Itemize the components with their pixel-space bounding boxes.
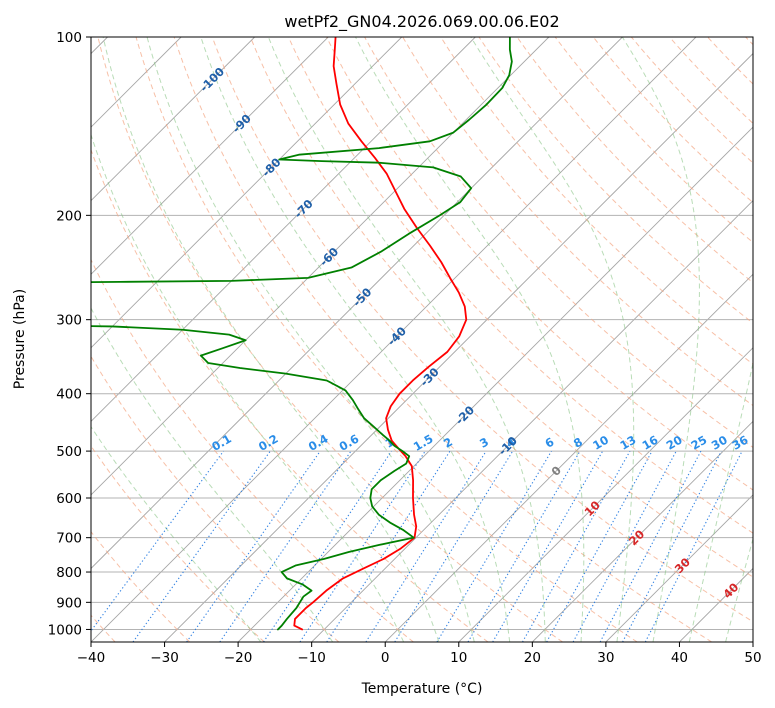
- isotherm-line: [532, 420, 753, 642]
- x-tick-label: 40: [671, 650, 688, 666]
- moist-adiabat-line: [146, 37, 475, 642]
- moist-adiabat-line: [621, 37, 700, 642]
- y-axis-ticks: 1000 900 800 700 600 500 400 300 200 100: [48, 30, 91, 638]
- y-axis-label: Pressure (hPa): [12, 289, 28, 389]
- dry-adiabat-line: [91, 355, 340, 642]
- x-tick-label: 20: [524, 650, 541, 666]
- isotherm-line: [91, 37, 697, 642]
- moist-adiabat-line: [355, 37, 585, 642]
- isotherm-line: [311, 200, 753, 642]
- dry-adiabat-line: [249, 37, 753, 578]
- isotherm-line: [458, 347, 753, 642]
- isotherm-line: [91, 37, 329, 275]
- x-tick-label: 50: [744, 650, 761, 666]
- y-tick-label: 300: [56, 313, 82, 329]
- y-tick-label: 500: [56, 444, 82, 460]
- mixing-ratio-line: [622, 450, 722, 642]
- mixing-ratio-line: [521, 450, 631, 642]
- dry-adiabat-line: [91, 445, 265, 642]
- dry-adiabat-line: [478, 37, 753, 324]
- isotherm-line: [605, 494, 753, 642]
- dewpoint-profile-line: [91, 37, 513, 631]
- moist-adiabat-line: [91, 425, 262, 642]
- chart-title: wetPf2_GN04.2026.069.00.06.E02: [284, 12, 559, 32]
- moist-adiabat-line: [470, 37, 635, 642]
- mixing-ratio-line: [326, 450, 451, 642]
- isotherm-line: [91, 37, 255, 202]
- dry-adiabat-line: [173, 37, 713, 642]
- plot-layer: 0.1 0.2 0.4 0.6 1 1.5 2 3 4 6 8 10 13 16 20 25 30 36-100-…: [91, 37, 753, 642]
- mixing-ratio-line: [91, 450, 224, 632]
- mixing-ratio-line: [263, 450, 392, 642]
- mixing-ratio-lines: [91, 450, 743, 642]
- dry-adiabat-line: [364, 37, 753, 449]
- isotherm-line: [91, 37, 403, 349]
- mixing-ratio-line: [219, 450, 352, 642]
- mixing-ratio-label: 25: [688, 433, 709, 453]
- y-tick-label: 1000: [48, 622, 82, 638]
- isotherm-line: [164, 52, 753, 642]
- sounding-series: [91, 37, 513, 631]
- mixing-ratio-line: [644, 450, 743, 642]
- x-tick-label: 30: [597, 650, 614, 666]
- mixing-ratio-line: [394, 450, 514, 642]
- x-tick-label: −10: [297, 650, 326, 666]
- plot-area-background: [91, 37, 753, 642]
- mixing-ratio-label: 16: [640, 433, 661, 453]
- x-tick-label: −40: [77, 650, 106, 666]
- mixing-ratio-label: 10: [590, 433, 611, 453]
- mixing-ratio-line: [599, 450, 702, 642]
- mixing-ratio-line: [365, 450, 487, 642]
- isotherm-lines: [91, 37, 753, 642]
- y-tick-label: 800: [56, 565, 82, 581]
- plot-frame: [90, 36, 754, 643]
- mixing-ratio-line: [299, 450, 426, 642]
- moist-adiabat-line: [91, 133, 405, 642]
- y-tick-label: 600: [56, 491, 82, 507]
- isotherm-line: [384, 273, 753, 642]
- mixing-ratio-line: [572, 450, 677, 642]
- x-tick-label: −30: [150, 650, 179, 666]
- isotherm-line: [91, 37, 623, 570]
- y-tick-label: 700: [56, 531, 82, 547]
- x-tick-label: −20: [224, 650, 253, 666]
- moist-adiabat-line: [725, 537, 753, 642]
- x-tick-label: 10: [450, 650, 467, 666]
- mixing-ratio-label: 30: [709, 433, 730, 453]
- isotherm-line: [91, 37, 476, 422]
- mixing-ratio-label: 13: [618, 433, 639, 453]
- mixing-ratio-line: [546, 450, 653, 642]
- x-axis-label: Temperature (°C): [361, 681, 483, 697]
- y-tick-label: 900: [56, 595, 82, 611]
- isotherm-line: [91, 37, 550, 496]
- x-axis-ticks: −40 −30 −20 −10 0 10 20 30 40 50: [77, 642, 762, 666]
- moist-adiabat-lines: [91, 37, 753, 642]
- mixing-ratio-line: [436, 450, 552, 642]
- mixing-ratio-label: 36: [730, 433, 751, 453]
- moist-adiabat-line: [688, 360, 753, 642]
- y-tick-label: 400: [56, 387, 82, 403]
- dry-adiabat-line: [402, 37, 753, 407]
- y-tick-label: 100: [56, 30, 82, 46]
- dry-adiabat-line: [135, 37, 638, 642]
- moist-adiabat-line: [102, 37, 440, 642]
- mixing-ratio-label: 20: [664, 433, 685, 453]
- isotherm-line: [237, 126, 753, 642]
- x-tick-label: 0: [381, 650, 390, 666]
- dry-adiabat-line: [211, 37, 753, 623]
- y-tick-label: 200: [56, 208, 82, 224]
- moist-adiabat-line: [267, 37, 546, 642]
